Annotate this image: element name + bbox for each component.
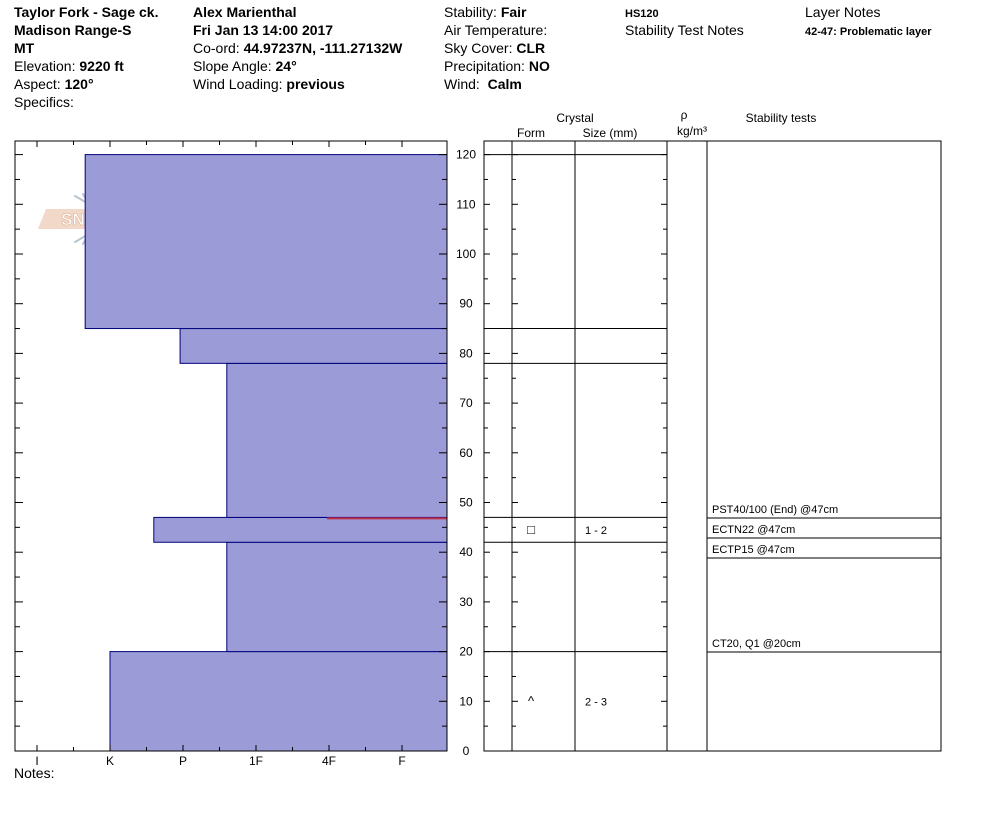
crystal-size: 2 - 3 bbox=[585, 696, 607, 708]
precip-label: Precipitation: bbox=[444, 58, 525, 74]
slope-label: Slope Angle: bbox=[193, 58, 272, 74]
stability-value: Fair bbox=[500, 4, 527, 20]
aspect-value: 120° bbox=[64, 76, 94, 92]
header-col-3: Stability: Fair Air Temperature: Sky Cov… bbox=[444, 3, 550, 93]
elevation-value: 9220 ft bbox=[79, 58, 124, 74]
crystal-size: 1 - 2 bbox=[585, 525, 607, 537]
stability-column-border bbox=[706, 140, 942, 752]
wind-loading-label: Wind Loading: bbox=[193, 76, 283, 92]
height-tick-label: 90 bbox=[459, 297, 473, 311]
layer-note-1: 42-47: Problematic layer bbox=[805, 26, 932, 38]
height-tick-label: 40 bbox=[459, 545, 473, 559]
location-line-3: MT bbox=[14, 40, 35, 56]
height-tick-label: 120 bbox=[456, 148, 476, 162]
location-line-2: Madison Range-S bbox=[14, 22, 132, 38]
hardness-tick-label: K bbox=[106, 754, 114, 768]
stability-test-result: ECTP15 @47cm bbox=[712, 544, 795, 556]
sky-cover-value: CLR bbox=[516, 40, 546, 56]
hardness-layer-bar bbox=[226, 541, 448, 653]
slope-value: 24° bbox=[275, 58, 297, 74]
height-tick-label: 20 bbox=[459, 645, 473, 659]
hardness-tick-label: I bbox=[35, 754, 38, 768]
hardness-layer-bar bbox=[109, 651, 448, 752]
sky-cover-label: Sky Cover: bbox=[444, 40, 513, 56]
hardness-layer-bar bbox=[84, 154, 448, 330]
stability-test-result: PST40/100 (End) @47cm bbox=[712, 504, 838, 516]
hardness-tick-label: 4F bbox=[322, 754, 336, 768]
stability-test-result: ECTN22 @47cm bbox=[712, 524, 795, 536]
form-header: Form bbox=[517, 126, 545, 140]
precip-value: NO bbox=[528, 58, 550, 74]
crystal-header: Crystal bbox=[556, 111, 593, 125]
coord-label: Co-ord: bbox=[193, 40, 240, 56]
height-tick-label: 50 bbox=[459, 496, 473, 510]
density-header-symbol: ρ bbox=[681, 108, 688, 122]
height-tick-label: 110 bbox=[456, 197, 475, 211]
size-header: Size (mm) bbox=[583, 126, 638, 140]
aspect-label: Aspect: bbox=[14, 76, 61, 92]
air-temp-label: Air Temperature: bbox=[444, 22, 548, 38]
observation-datetime: Fri Jan 13 14:00 2017 bbox=[193, 22, 334, 38]
wind-loading-value: previous bbox=[286, 76, 345, 92]
height-tick-label: 60 bbox=[459, 446, 473, 460]
height-tick-label: 80 bbox=[459, 346, 473, 360]
density-column-border bbox=[666, 140, 708, 752]
hardness-axis: I K P 1F 4F F bbox=[35, 141, 406, 768]
height-axis: 0 10 20 30 40 50 60 70 80 90 100 110 120 bbox=[15, 148, 667, 758]
height-tick-label: 10 bbox=[459, 694, 473, 708]
wind-label: Wind: bbox=[444, 76, 480, 92]
specifics-label: Specifics: bbox=[14, 94, 74, 110]
hardness-tick-label: P bbox=[179, 754, 187, 768]
crystal-form-symbol: ^ bbox=[528, 693, 535, 708]
hardness-layer-bar bbox=[153, 516, 448, 543]
hardness-plot-border bbox=[14, 140, 448, 752]
height-tick-label: 0 bbox=[463, 744, 470, 758]
elevation-label: Elevation: bbox=[14, 58, 76, 74]
stability-test-result: CT20, Q1 @20cm bbox=[712, 638, 801, 650]
coord-value: 44.97237N, -111.27132W bbox=[243, 40, 403, 56]
hardness-layer-bar bbox=[179, 328, 448, 364]
height-tick-label: 30 bbox=[459, 595, 473, 609]
layer-table: □ 1 - 2 ^ 2 - 3 PST40/100 (End) @47cm ECTN22 … bbox=[483, 140, 942, 752]
stability-label: Stability: bbox=[444, 4, 497, 20]
header-col-2: Alex Marienthal Fri Jan 13 14:00 2017 Co… bbox=[193, 3, 402, 93]
hardness-tick-label: 1F bbox=[249, 754, 263, 768]
hardness-plot-frame bbox=[14, 140, 448, 752]
header-col-1: Taylor Fork - Sage ck. Madison Range-S M… bbox=[14, 3, 158, 111]
height-tick-label: 70 bbox=[459, 396, 473, 410]
location-line-1: Taylor Fork - Sage ck. bbox=[14, 4, 159, 20]
observer-name: Alex Marienthal bbox=[193, 4, 297, 20]
wind-value: Calm bbox=[487, 76, 522, 92]
hs-value: HS120 bbox=[625, 8, 659, 20]
stability-tests-header: Stability tests bbox=[746, 111, 817, 125]
hardness-layers bbox=[84, 154, 448, 752]
layer-notes-label: Layer Notes bbox=[805, 4, 881, 20]
notes-label: Notes: bbox=[14, 765, 55, 781]
height-tick-label: 100 bbox=[456, 247, 476, 261]
hardness-tick-label: F bbox=[398, 754, 405, 768]
density-header-unit: kg/m³ bbox=[677, 124, 707, 138]
crystal-form-symbol: □ bbox=[527, 522, 535, 537]
hardness-layer-bar bbox=[226, 362, 448, 518]
stability-test-notes-label: Stability Test Notes bbox=[625, 22, 744, 38]
